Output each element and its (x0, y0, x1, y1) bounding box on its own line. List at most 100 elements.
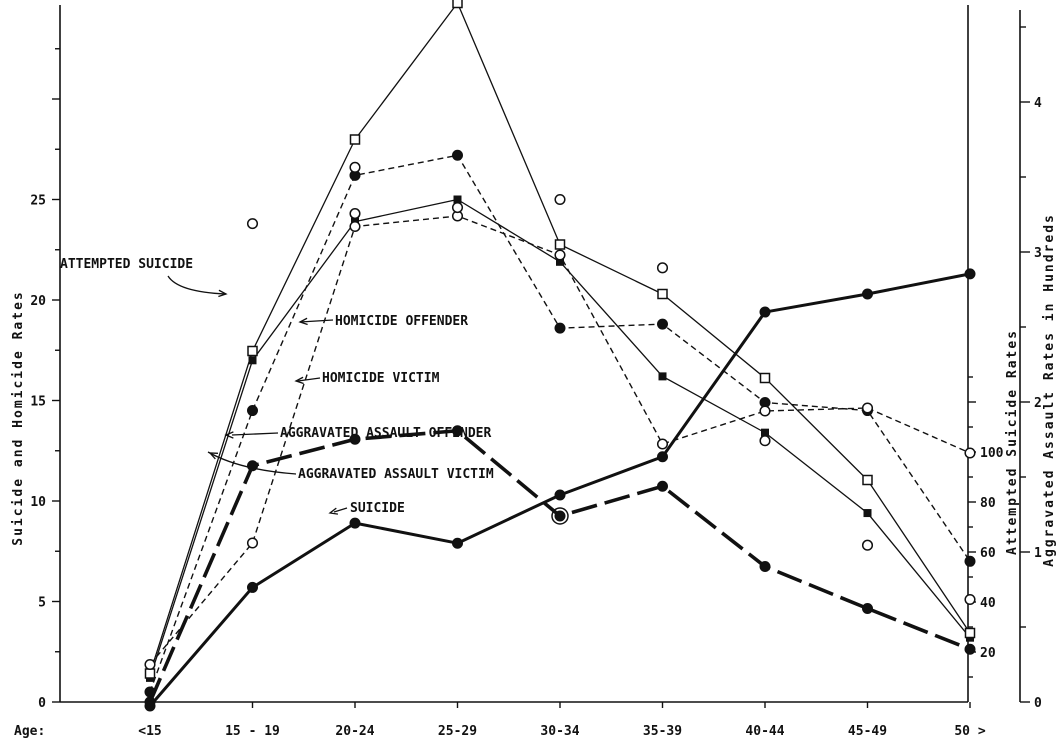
arrow-aggravated-assault-offender (231, 432, 279, 436)
point-extra-mark (964, 593, 976, 606)
point-aggravated-assault-offender (862, 474, 873, 486)
right-1-tick-label: 20 (980, 646, 996, 661)
point-homicide-victim (964, 555, 976, 567)
point-aggravated-assault-offender (247, 345, 258, 357)
x-tick-label: 15 - 19 (225, 724, 280, 739)
point-homicide-victim (247, 405, 258, 417)
right-1-tick-label: 40 (980, 596, 996, 611)
point-extra-mark (554, 193, 566, 206)
point-suicide (247, 581, 258, 593)
point-homicide-offender (248, 356, 257, 365)
point-attempted-suicide (349, 433, 361, 445)
right-2-tick-label: 1 (1034, 546, 1042, 561)
right-1-tick-label: 60 (980, 546, 996, 561)
label-homicide-victim: HOMICIDE VICTIM (322, 371, 440, 386)
right-2-tick-label: 2 (1034, 396, 1042, 411)
point-aggravated-assault-victim (656, 438, 669, 450)
annotations (167, 275, 348, 515)
point-aggravated-assault-victim (554, 249, 566, 261)
point-extra-mark (451, 201, 464, 214)
point-aggravated-assault-offender (759, 372, 771, 384)
x-tick-label: 50 > (954, 724, 985, 739)
point-aggravated-assault-victim (144, 658, 156, 671)
point-extra-mark (656, 262, 669, 274)
arrow-suicide (333, 507, 348, 513)
point-attempted-suicide (759, 561, 771, 572)
right-2-tick-label: 3 (1034, 246, 1042, 261)
point-attempted-suicide (452, 425, 463, 437)
point-aggravated-assault-victim (349, 220, 361, 233)
point-homicide-offender (863, 509, 872, 518)
point-aggravated-assault-offender (964, 627, 976, 639)
right-2-tick-label: 0 (1034, 696, 1042, 711)
point-suicide (862, 288, 873, 300)
point-suicide (349, 517, 361, 529)
point-homicide-victim (657, 318, 668, 330)
x-axis-prefix: Age: (14, 724, 45, 739)
arrow-attempted-suicide (167, 275, 227, 295)
x-tick-label: 20-24 (335, 724, 374, 739)
x-tick-label: 40-44 (745, 724, 784, 739)
point-attempted-suicide (554, 510, 566, 522)
arrow-aggravated-assault-victim (207, 451, 297, 475)
left-tick-label: 0 (38, 696, 46, 711)
right-axis-1-title: Attempted Suicide Rates (1005, 329, 1020, 555)
point-aggravated-assault-victim (861, 402, 874, 414)
left-tick-label: 15 (30, 395, 46, 410)
label-aggravated-assault-victim: AGGRAVATED ASSAULT VICTIM (298, 467, 494, 482)
point-suicide (452, 537, 463, 549)
point-aggravated-assault-offender (144, 668, 156, 679)
series-line-homicide-victim (149, 154, 971, 693)
point-suicide (657, 451, 668, 463)
point-aggravated-assault-offender (349, 134, 361, 145)
point-suicide (759, 306, 771, 318)
point-extra-mark (349, 161, 361, 173)
x-tick-label: 30-34 (540, 724, 579, 739)
axes: 0 5 10 15 20 25 20 40 60 80 100 0 1 2 3 4 <15 15 - 19 20-2… (30, 5, 1042, 739)
point-suicide (554, 489, 566, 501)
right-axis-2-title: Aggravated Assault Rates in Hundreds (1042, 213, 1057, 567)
x-tick-label: 25-29 (438, 724, 477, 739)
series-line-homicide-offender (149, 198, 971, 679)
point-homicide-offender (453, 195, 462, 204)
arrowhead-icon (224, 431, 234, 439)
point-attempted-suicide (862, 603, 873, 614)
right-1-tick-label: 100 (980, 446, 1004, 461)
point-attempted-suicide (964, 643, 976, 655)
arrowhead-icon (218, 289, 228, 298)
point-homicide-victim (144, 686, 156, 698)
point-suicide (144, 700, 156, 712)
x-tick-label: <15 (138, 724, 161, 739)
arrowhead-icon (298, 317, 308, 326)
point-homicide-victim (554, 322, 566, 334)
arrowhead-icon (294, 376, 304, 385)
point-aggravated-assault-victim (964, 447, 976, 459)
series-line-aggravated-assault-victim (149, 215, 971, 665)
arrow-homicide-offender (299, 319, 334, 323)
point-homicide-victim (452, 149, 463, 161)
point-extra-mark (759, 435, 771, 447)
point-extra-mark (861, 539, 874, 551)
arrowhead-icon (208, 452, 219, 460)
left-tick-label: 20 (30, 294, 46, 309)
label-suicide: SUICIDE (350, 501, 405, 516)
arrow-homicide-victim (297, 377, 321, 382)
x-tick-label: 35-39 (643, 724, 682, 739)
point-aggravated-assault-offender (452, 0, 463, 9)
point-aggravated-assault-offender (657, 288, 668, 300)
label-aggravated-assault-offender: AGGRAVATED ASSAULT OFFENDER (280, 426, 491, 441)
point-aggravated-assault-victim (759, 405, 771, 417)
point-homicide-offender (556, 257, 564, 266)
point-homicide-offender (761, 428, 769, 437)
x-tick-label: 45-49 (848, 724, 887, 739)
point-aggravated-assault-victim (246, 537, 259, 549)
point-homicide-offender (658, 372, 667, 381)
point-aggravated-assault-offender (554, 239, 566, 250)
left-axis-title: Suicide and Homicide Rates (11, 290, 26, 546)
arrowhead-icon (328, 507, 339, 515)
right-2-tick-label: 4 (1034, 96, 1042, 111)
point-ring-mark (551, 507, 569, 525)
left-tick-label: 10 (30, 495, 46, 510)
point-extra-mark (246, 218, 259, 230)
